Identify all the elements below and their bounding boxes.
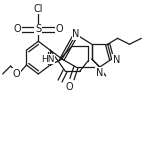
Text: N: N <box>113 55 120 65</box>
Text: O: O <box>55 24 63 34</box>
Text: N: N <box>96 68 103 78</box>
Text: Cl: Cl <box>34 4 43 14</box>
Text: O: O <box>65 82 73 92</box>
Text: N: N <box>72 29 80 39</box>
Text: S: S <box>35 24 41 34</box>
Text: O: O <box>13 69 20 79</box>
Text: HN: HN <box>41 55 54 64</box>
Text: O: O <box>14 24 21 34</box>
